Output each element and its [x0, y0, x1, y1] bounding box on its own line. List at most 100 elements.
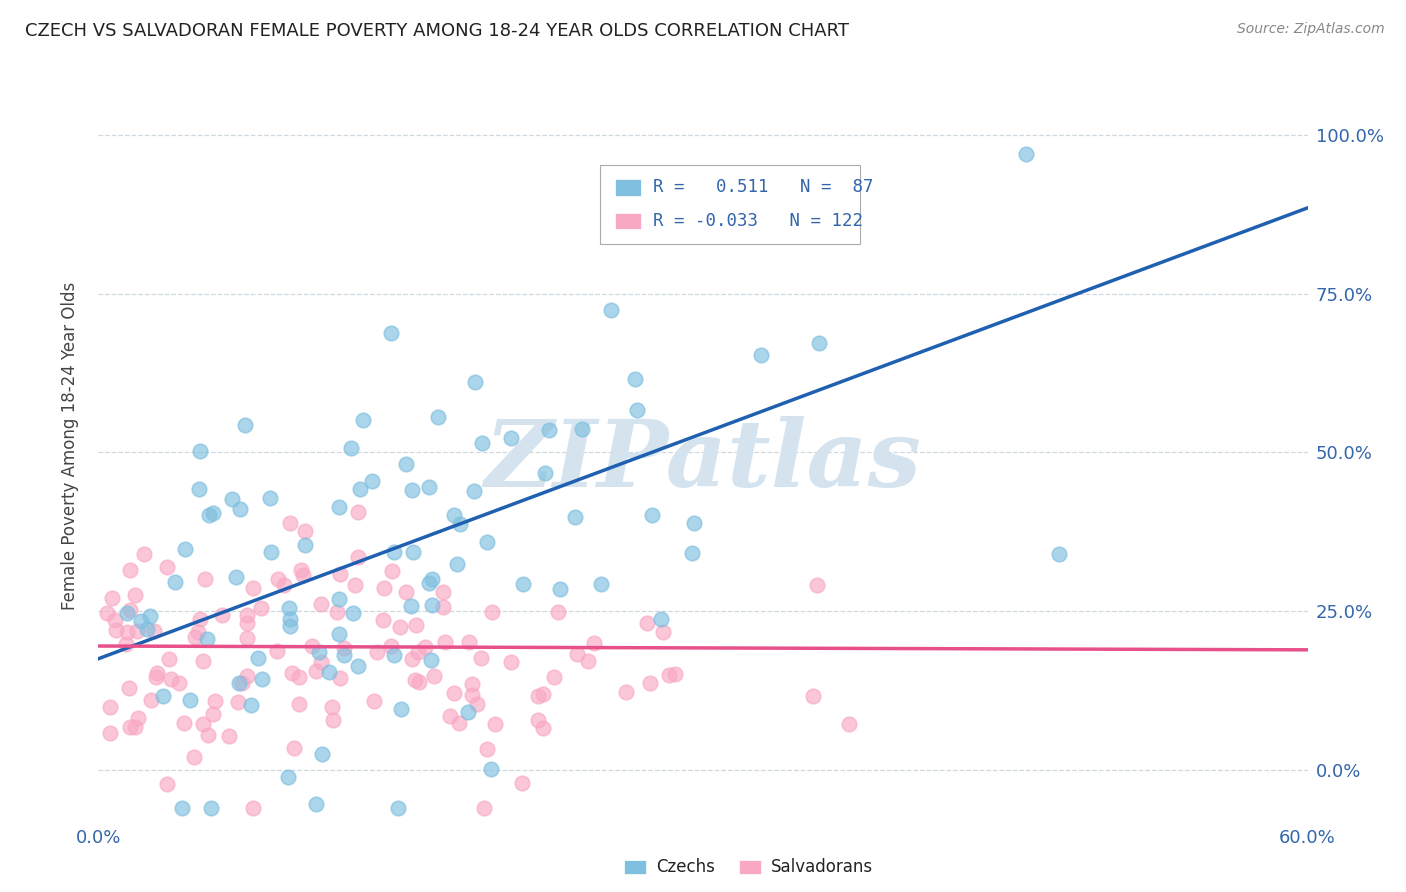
- Point: [475, 534, 498, 549]
- Point: [129, 614, 152, 628]
- Point: [98, 699, 121, 714]
- Point: [170, 801, 193, 815]
- Point: [458, 634, 481, 648]
- Point: [104, 623, 127, 637]
- FancyBboxPatch shape: [600, 165, 860, 244]
- Point: [447, 715, 470, 730]
- Point: [163, 574, 186, 589]
- Point: [349, 482, 371, 496]
- Point: [278, 612, 301, 626]
- Point: [333, 641, 356, 656]
- Point: [278, 516, 301, 530]
- Point: [333, 648, 356, 663]
- Point: [550, 582, 572, 596]
- Point: [328, 627, 350, 641]
- Point: [432, 585, 454, 599]
- Point: [202, 707, 225, 722]
- Point: [273, 578, 295, 592]
- Point: [531, 687, 554, 701]
- Point: [682, 516, 704, 530]
- Point: [294, 538, 316, 552]
- Point: [567, 647, 589, 661]
- Point: [389, 702, 412, 716]
- Point: [294, 524, 316, 538]
- Point: [145, 670, 167, 684]
- Point: [311, 747, 333, 761]
- Point: [470, 651, 492, 665]
- Point: [1015, 146, 1038, 161]
- Point: [229, 502, 252, 516]
- Point: [352, 413, 374, 427]
- Point: [527, 689, 550, 703]
- Point: [101, 591, 124, 605]
- Point: [134, 547, 156, 561]
- Point: [120, 720, 142, 734]
- Point: [382, 545, 405, 559]
- Point: [252, 673, 274, 687]
- Point: [288, 670, 311, 684]
- Point: [326, 605, 349, 619]
- Point: [321, 699, 343, 714]
- Text: R =   0.511   N =  87: R = 0.511 N = 87: [654, 178, 875, 196]
- Point: [472, 801, 495, 815]
- Point: [361, 474, 384, 488]
- Point: [138, 608, 160, 623]
- Point: [139, 693, 162, 707]
- Point: [236, 607, 259, 622]
- Point: [242, 801, 264, 815]
- Point: [125, 624, 148, 638]
- Point: [636, 615, 658, 630]
- Point: [305, 665, 328, 679]
- Point: [531, 721, 554, 735]
- Point: [501, 656, 523, 670]
- Point: [322, 713, 344, 727]
- Point: [658, 668, 681, 682]
- Point: [801, 690, 824, 704]
- Point: [278, 618, 301, 632]
- Point: [174, 541, 197, 556]
- Point: [156, 777, 179, 791]
- Point: [281, 665, 304, 680]
- Point: [127, 711, 149, 725]
- Point: [135, 622, 157, 636]
- Point: [408, 674, 430, 689]
- Text: Czechs: Czechs: [655, 858, 714, 876]
- Point: [402, 544, 425, 558]
- Point: [118, 681, 141, 695]
- Text: ZIPatlas: ZIPatlas: [485, 416, 921, 506]
- Point: [226, 695, 249, 709]
- Point: [471, 435, 494, 450]
- Point: [461, 677, 484, 691]
- Point: [363, 693, 385, 707]
- Point: [432, 600, 454, 615]
- Point: [534, 467, 557, 481]
- Point: [305, 797, 328, 811]
- Point: [481, 605, 503, 619]
- Point: [143, 624, 166, 638]
- Point: [235, 632, 257, 646]
- Point: [225, 569, 247, 583]
- FancyBboxPatch shape: [614, 213, 641, 229]
- Point: [650, 612, 672, 626]
- Point: [347, 505, 370, 519]
- Point: [433, 635, 456, 649]
- Point: [373, 582, 395, 596]
- Point: [371, 613, 394, 627]
- Point: [343, 578, 366, 592]
- Point: [395, 457, 418, 471]
- Point: [250, 600, 273, 615]
- Point: [115, 637, 138, 651]
- Point: [583, 636, 606, 650]
- Point: [418, 480, 440, 494]
- Point: [167, 676, 190, 690]
- Point: [446, 557, 468, 571]
- Point: [405, 617, 427, 632]
- Point: [426, 409, 449, 424]
- Point: [191, 655, 214, 669]
- Point: [449, 516, 471, 531]
- Point: [120, 563, 142, 577]
- Point: [115, 624, 138, 639]
- Point: [387, 800, 409, 814]
- Point: [420, 598, 443, 612]
- Point: [328, 592, 350, 607]
